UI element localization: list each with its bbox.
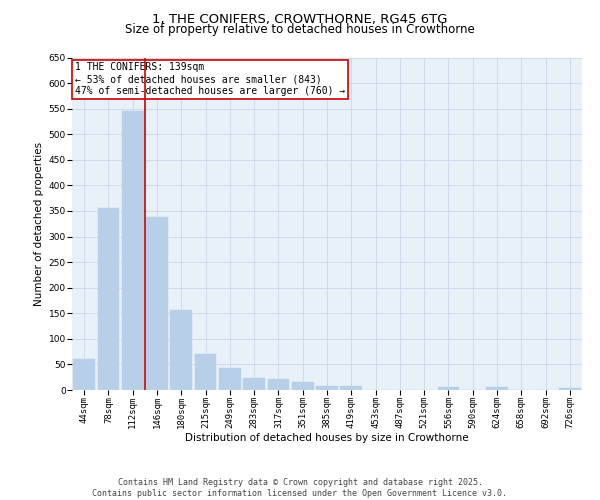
Bar	[486, 388, 508, 390]
Text: 1, THE CONIFERS, CROWTHORNE, RG45 6TG: 1, THE CONIFERS, CROWTHORNE, RG45 6TG	[152, 12, 448, 26]
Text: Contains HM Land Registry data © Crown copyright and database right 2025.
Contai: Contains HM Land Registry data © Crown c…	[92, 478, 508, 498]
Bar	[559, 388, 581, 390]
Bar	[268, 378, 289, 390]
Bar	[292, 382, 314, 390]
Bar	[146, 217, 168, 390]
Y-axis label: Number of detached properties: Number of detached properties	[34, 142, 44, 306]
Bar	[73, 360, 95, 390]
Bar	[194, 354, 217, 390]
Bar	[170, 310, 192, 390]
Bar	[219, 368, 241, 390]
Bar	[437, 388, 460, 390]
Text: 1 THE CONIFERS: 139sqm
← 53% of detached houses are smaller (843)
47% of semi-de: 1 THE CONIFERS: 139sqm ← 53% of detached…	[74, 62, 345, 96]
Bar	[316, 386, 338, 390]
Bar	[122, 111, 143, 390]
Text: Size of property relative to detached houses in Crowthorne: Size of property relative to detached ho…	[125, 22, 475, 36]
X-axis label: Distribution of detached houses by size in Crowthorne: Distribution of detached houses by size …	[185, 432, 469, 442]
Bar	[340, 386, 362, 390]
Bar	[243, 378, 265, 390]
Bar	[97, 208, 119, 390]
